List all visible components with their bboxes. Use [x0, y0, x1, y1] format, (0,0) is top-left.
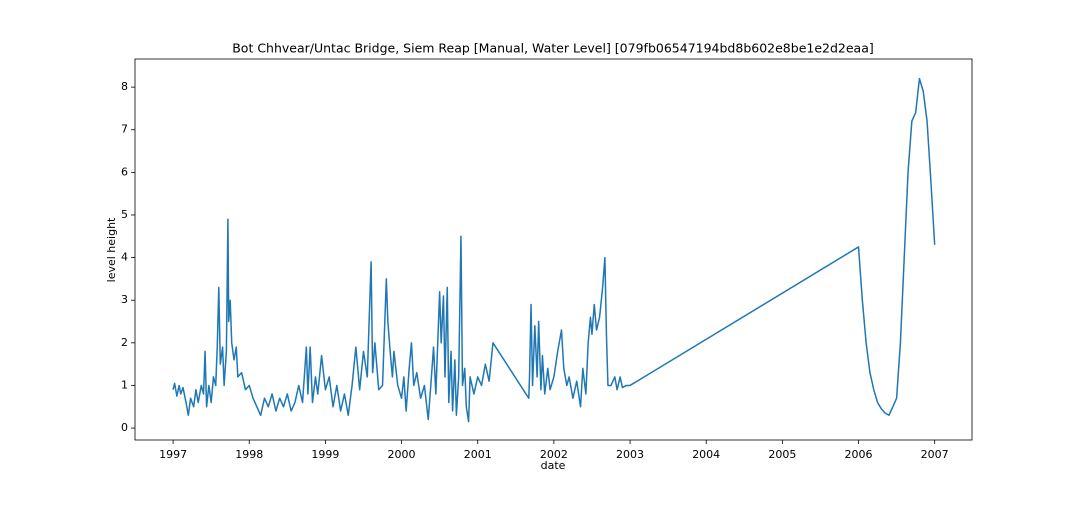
x-tick-label: 2004: [692, 448, 720, 461]
x-tick-label: 1997: [159, 448, 187, 461]
y-tick-label: 3: [121, 293, 128, 306]
x-tick-label: 1999: [311, 448, 339, 461]
y-tick-label: 5: [121, 208, 128, 221]
chart-title: Bot Chhvear/Untac Bridge, Siem Reap [Man…: [232, 41, 874, 56]
x-tick-label: 2006: [845, 448, 873, 461]
y-tick-label: 6: [121, 165, 128, 178]
y-tick-label: 4: [121, 251, 128, 264]
y-axis-label: level height: [105, 217, 118, 282]
axes-frame: [134, 58, 973, 441]
y-tick-label: 2: [121, 336, 128, 349]
data-line: [172, 77, 936, 423]
plot-area: 1997 1998 1999 2000 2001 2002 2003 2004 2005 2006…: [121, 77, 949, 461]
x-tick-label: 2003: [616, 448, 644, 461]
x-tick-label: 2000: [388, 448, 416, 461]
x-tick-label: 2002: [540, 448, 568, 461]
x-tick-label: 2005: [768, 448, 796, 461]
y-tick-label: 8: [121, 80, 128, 93]
x-tick-label: 2007: [921, 448, 949, 461]
x-axis-label: date: [541, 459, 566, 472]
y-tick-label: 7: [121, 123, 128, 136]
y-tick-label: 1: [121, 378, 128, 391]
x-tick-label: 1998: [235, 448, 263, 461]
x-tick-label: 2001: [464, 448, 492, 461]
y-tick-label: 0: [121, 421, 128, 434]
